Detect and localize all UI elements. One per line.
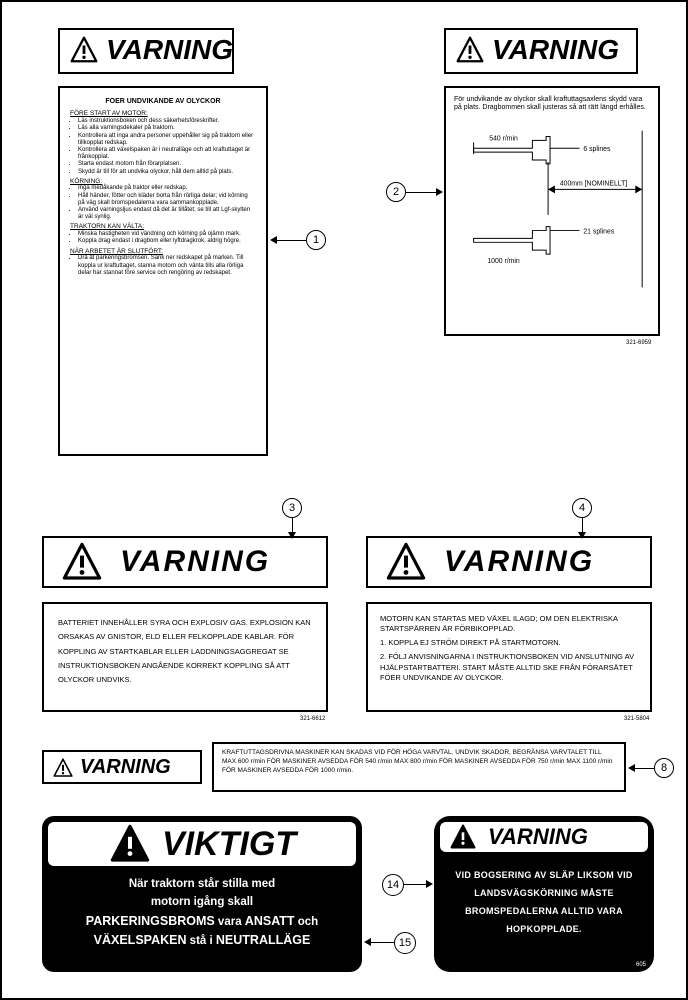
label-15-line1: När traktorn står stilla med	[56, 876, 348, 894]
warning-triangle-icon	[384, 542, 428, 582]
pto-diagram: 540 r/min 6 splines 400mm [NOMINELLT] 21…	[454, 119, 650, 299]
label-2-header: VARNING	[444, 28, 638, 74]
label-8-header: VARNING	[42, 750, 202, 784]
label-1-sec3-list: Minska hastigheten vid vändning och körn…	[70, 231, 256, 245]
callout-4: 4	[562, 498, 602, 538]
warning-triangle-icon	[68, 36, 100, 64]
label-2-body: För undvikande av olyckor skall kraftutt…	[444, 86, 660, 336]
callout-1-number: 1	[306, 230, 326, 250]
list-item: Läs alla varningsdekaler på traktorn.	[78, 125, 256, 132]
label-14-header-text: VARNING	[488, 824, 588, 850]
label-4-header-text: VARNING	[444, 545, 594, 579]
label-4-line1: MOTORN KAN STARTAS MED VÄXEL ILAGD; OM D…	[380, 614, 638, 634]
pto-distance: 400mm [NOMINELLT]	[560, 180, 627, 187]
label-15-line3: PARKERINGSBROMS vara ANSATT och	[56, 912, 348, 932]
label-1-sec1-list: Läs instruktionsboken och dess säkerhets…	[70, 118, 256, 176]
warning-triangle-icon	[60, 542, 104, 582]
callout-8: 8	[628, 756, 678, 780]
label-2-partnum: 321-6959	[626, 340, 651, 346]
label-3-partnum: 321-6612	[300, 716, 325, 722]
shaft2-splines: 21 splines	[583, 228, 614, 235]
list-item: Kontrollera att växelspaken är i neutral…	[78, 147, 256, 161]
label-8-header-text: VARNING	[80, 756, 171, 779]
callout-14: 14	[382, 872, 436, 896]
label-8-body: KRAFTUTTAGSDRIVNA MASKINER KAN SKADAS VI…	[212, 742, 626, 792]
callout-15: 15	[364, 930, 418, 954]
warning-triangle-icon	[448, 824, 478, 850]
list-item: Skydd är till för att undvika olyckor, h…	[78, 169, 256, 176]
warning-triangle-icon	[454, 36, 486, 64]
list-item: Håll händer, fötter och kläder borta frå…	[78, 193, 256, 207]
label-1-header: VARNING	[58, 28, 234, 74]
label-2-text: För undvikande av olyckor skall kraftutt…	[454, 96, 650, 113]
label-1-sec2-list: Inga medåkande på traktor eller redskap.…	[70, 185, 256, 221]
label-2-header-text: VARNING	[492, 34, 619, 66]
callout-4-number: 4	[572, 498, 592, 518]
shaft1-splines: 6 splines	[583, 146, 611, 153]
label-14-text: VID BOGSERING AV SLÄP LIKSOM VID LANDSVÄ…	[434, 858, 654, 946]
label-4-body: MOTORN KAN STARTAS MED VÄXEL ILAGD; OM D…	[366, 602, 652, 712]
callout-2-number: 2	[386, 182, 406, 202]
label-3-text: BATTERIET INNEHÅLLER SYRA OCH EXPLOSIV G…	[58, 618, 311, 684]
warning-triangle-icon	[52, 758, 74, 778]
list-item: Inga medåkande på traktor eller redskap.	[78, 185, 256, 192]
label-1-body: FOER UNDVIKANDE AV OLYCKOR FÖRE START AV…	[58, 86, 268, 456]
label-15-line4: VÄXELSPAKEN stå i NEUTRALLÄGE	[56, 931, 348, 951]
list-item: Starta endast motorn från förarplatsen.	[78, 161, 256, 168]
callout-8-number: 8	[654, 758, 674, 778]
label-3-header-text: VARNING	[120, 545, 270, 579]
label-15: VIKTIGT När traktorn står stilla med mot…	[42, 816, 362, 972]
callout-3-number: 3	[282, 498, 302, 518]
list-item: Minska hastigheten vid vändning och körn…	[78, 231, 256, 238]
callout-14-number: 14	[382, 874, 404, 896]
label-15-header-text: VIKTIGT	[162, 825, 296, 864]
callout-3: 3	[272, 498, 312, 538]
label-1-sec4-list: Drå åt parkeringsbromsen. Sänk ner redsk…	[70, 255, 256, 277]
callout-2: 2	[386, 180, 446, 204]
label-4-partnum: 321-5804	[624, 716, 649, 722]
callout-1: 1	[270, 228, 330, 252]
list-item: Drå åt parkeringsbromsen. Sänk ner redsk…	[78, 255, 256, 277]
label-1-header-text: VARNING	[106, 34, 233, 66]
important-triangle-icon	[108, 824, 152, 864]
list-item: Kontrollera att inga andra personer uppe…	[78, 133, 256, 147]
shaft1-rpm: 540 r/min	[489, 135, 518, 142]
label-4-line3: 2. FÖLJ ANVISNINGARNA I INSTRUKTIONSBOKE…	[380, 652, 638, 682]
label-14-partnum: 605	[636, 962, 646, 968]
label-3-header: VARNING	[42, 536, 328, 588]
label-3-body: BATTERIET INNEHÅLLER SYRA OCH EXPLOSIV G…	[42, 602, 328, 712]
shaft2-rpm: 1000 r/min	[487, 258, 520, 265]
label-4-header: VARNING	[366, 536, 652, 588]
label-15-line2: motorn igång skall	[56, 894, 348, 912]
label-14: VARNING VID BOGSERING AV SLÄP LIKSOM VID…	[434, 816, 654, 972]
label-1-title: FOER UNDVIKANDE AV OLYCKOR	[70, 98, 256, 106]
callout-15-number: 15	[394, 932, 416, 954]
label-1-sec1-title: FÖRE START AV MOTOR:	[70, 110, 256, 118]
label-8-text: KRAFTUTTAGSDRIVNA MASKINER KAN SKADAS VI…	[222, 749, 612, 774]
list-item: Använd varningsljus endast då det är til…	[78, 207, 256, 221]
label-4-line2: 1. KOPPLA EJ STRÖM DIREKT PÅ STARTMOTORN…	[380, 638, 638, 648]
list-item: Koppla drag endast i dragbom eller lyftd…	[78, 238, 256, 245]
